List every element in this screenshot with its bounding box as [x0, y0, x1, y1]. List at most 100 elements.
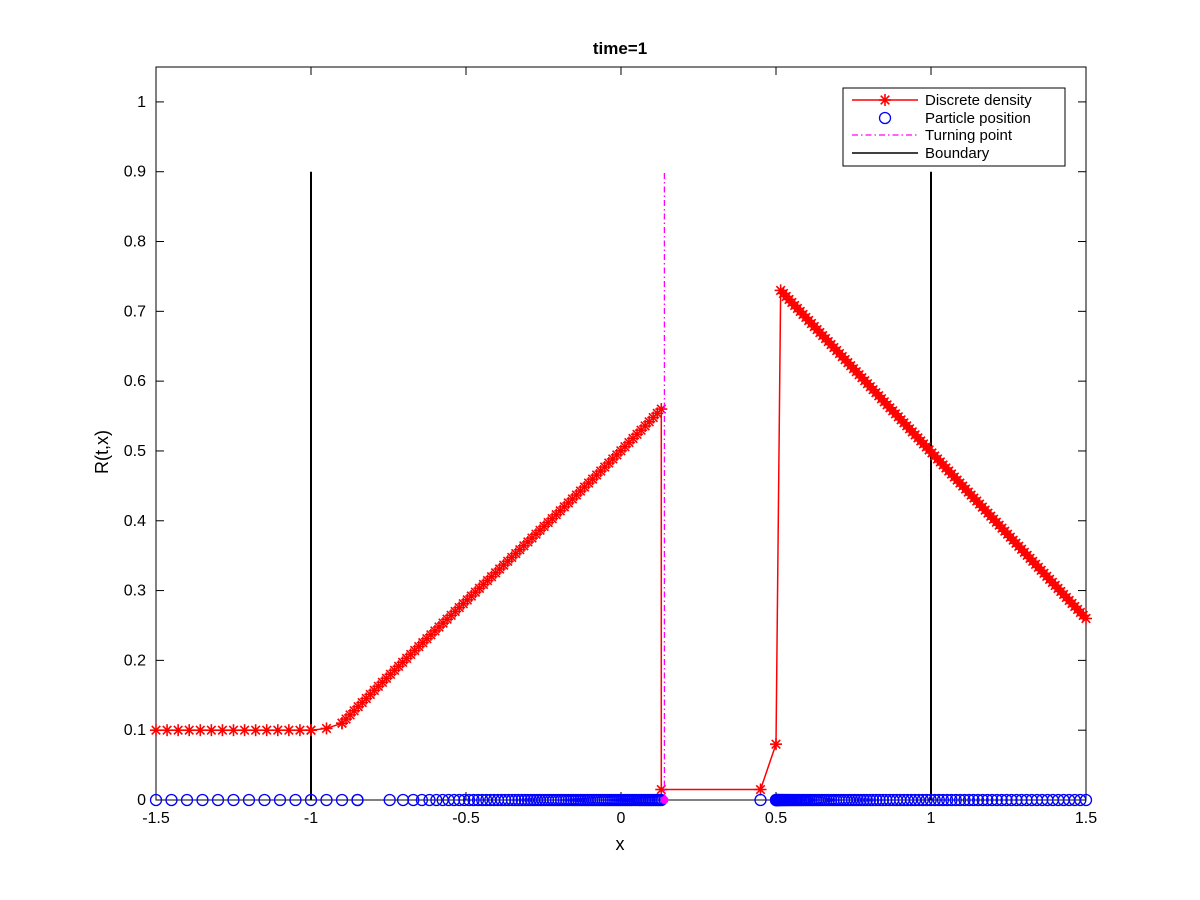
particle-marker: [458, 793, 471, 807]
particle-marker: [447, 793, 461, 807]
y-tick-label: 0.6: [124, 373, 146, 390]
particle-marker: [949, 793, 962, 807]
density-marker: [249, 724, 262, 737]
particle-marker: [165, 793, 178, 807]
density-marker-stroke: [206, 725, 217, 736]
particle-marker: [854, 793, 867, 807]
density-marker-stroke: [771, 739, 781, 749]
particle-marker: [196, 793, 209, 807]
particle-marker: [920, 793, 933, 807]
particle-marker: [273, 793, 287, 807]
legend-particles-label: Particle position: [925, 110, 1031, 127]
particle-marker: [423, 793, 436, 807]
particle-marker: [924, 793, 937, 807]
density-marker: [282, 724, 295, 737]
density-marker-stroke: [272, 725, 283, 736]
density-marker-stroke: [306, 725, 316, 736]
legend: Discrete density Particle position Turni…: [842, 87, 1066, 167]
x-tick-label: -1.5: [142, 810, 170, 827]
y-tick-label: 0.3: [124, 583, 146, 600]
particle-marker: [958, 793, 971, 807]
x-tick-label: 1: [927, 810, 936, 827]
density-marker-stroke: [217, 725, 228, 736]
density-marker: [194, 724, 207, 737]
particle-marker: [396, 793, 410, 807]
legend-entry-turning: Turning point: [852, 127, 1013, 144]
particle-marker: [1005, 793, 1018, 807]
legend-turning-label: Turning point: [925, 127, 1013, 144]
density-marker: [227, 724, 240, 737]
y-tick-label: 0.5: [124, 443, 146, 460]
density-marker: [161, 724, 174, 737]
particle-marker: [985, 793, 999, 807]
chart-title: time=1: [593, 39, 647, 58]
particle-marker: [932, 793, 945, 807]
density-marker: [754, 783, 767, 796]
particle-marker: [754, 793, 767, 807]
particle-marker: [1010, 793, 1023, 807]
density-marker: [183, 724, 196, 737]
density-marker: [293, 724, 306, 737]
density-marker: [216, 724, 229, 737]
particle-marker: [928, 793, 941, 807]
x-tick-label: -0.5: [452, 810, 480, 827]
particle-marker: [916, 793, 929, 807]
particle-marker: [1079, 793, 1093, 807]
density-marker-stroke: [239, 725, 250, 736]
particle-marker: [304, 793, 318, 807]
density-marker-stroke: [162, 725, 172, 736]
particle-marker: [227, 793, 240, 807]
legend-density-marker: [879, 94, 891, 106]
density-marker: [172, 724, 185, 737]
legend-density-asterisk: [879, 94, 891, 106]
density-marker-stroke: [173, 725, 183, 736]
particle-marker: [467, 793, 480, 807]
y-tick-label: 0.1: [124, 722, 146, 739]
y-tick-label: 0.4: [124, 513, 146, 530]
density-marker: [150, 724, 162, 737]
density-marker: [305, 724, 317, 737]
particle-marker: [518, 793, 531, 807]
y-tick-label: 0.2: [124, 652, 146, 669]
particle-marker: [860, 793, 873, 807]
particle-marker: [908, 793, 922, 807]
particle-marker: [912, 793, 926, 807]
particle-marker: [462, 793, 476, 807]
particle-marker: [430, 793, 443, 807]
particle-marker: [870, 793, 883, 807]
y-tick-label: 1: [137, 94, 146, 111]
y-tick-label: 0.8: [124, 234, 146, 251]
particle-marker: [995, 793, 1008, 807]
particle-marker: [971, 793, 985, 807]
particle-marker: [521, 793, 535, 807]
legend-particle-marker: [878, 111, 892, 125]
particle-marker: [941, 793, 954, 807]
particle-marker: [505, 793, 519, 807]
legend-density-label: Discrete density: [925, 92, 1032, 109]
y-axis-label: R(t,x): [92, 430, 112, 474]
turning-point-marker: [660, 796, 669, 804]
density-marker-stroke: [880, 95, 890, 105]
x-axis-label: x: [616, 834, 625, 854]
y-tick-label: 0.7: [124, 303, 146, 320]
particle-marker: [453, 793, 466, 807]
density-marker-stroke: [250, 725, 261, 736]
density-marker-stroke: [151, 725, 161, 736]
density-marker: [655, 783, 668, 796]
particle-marker: [512, 793, 525, 807]
particle-marker: [1074, 793, 1087, 807]
particle-marker: [498, 793, 512, 807]
x-tick-label: 1.5: [1075, 810, 1097, 827]
density-marker-stroke: [195, 725, 206, 736]
particle-marker: [383, 793, 396, 807]
particle-marker: [857, 793, 870, 807]
density-marker: [320, 722, 333, 735]
particle-marker: [866, 793, 880, 807]
density-marker-stroke: [284, 725, 294, 736]
density-marker-stroke: [295, 725, 305, 736]
density-marker-stroke: [1081, 613, 1091, 624]
particle-marker: [863, 793, 877, 807]
particle-marker: [990, 793, 1003, 807]
x-tick-label: -1: [304, 810, 318, 827]
